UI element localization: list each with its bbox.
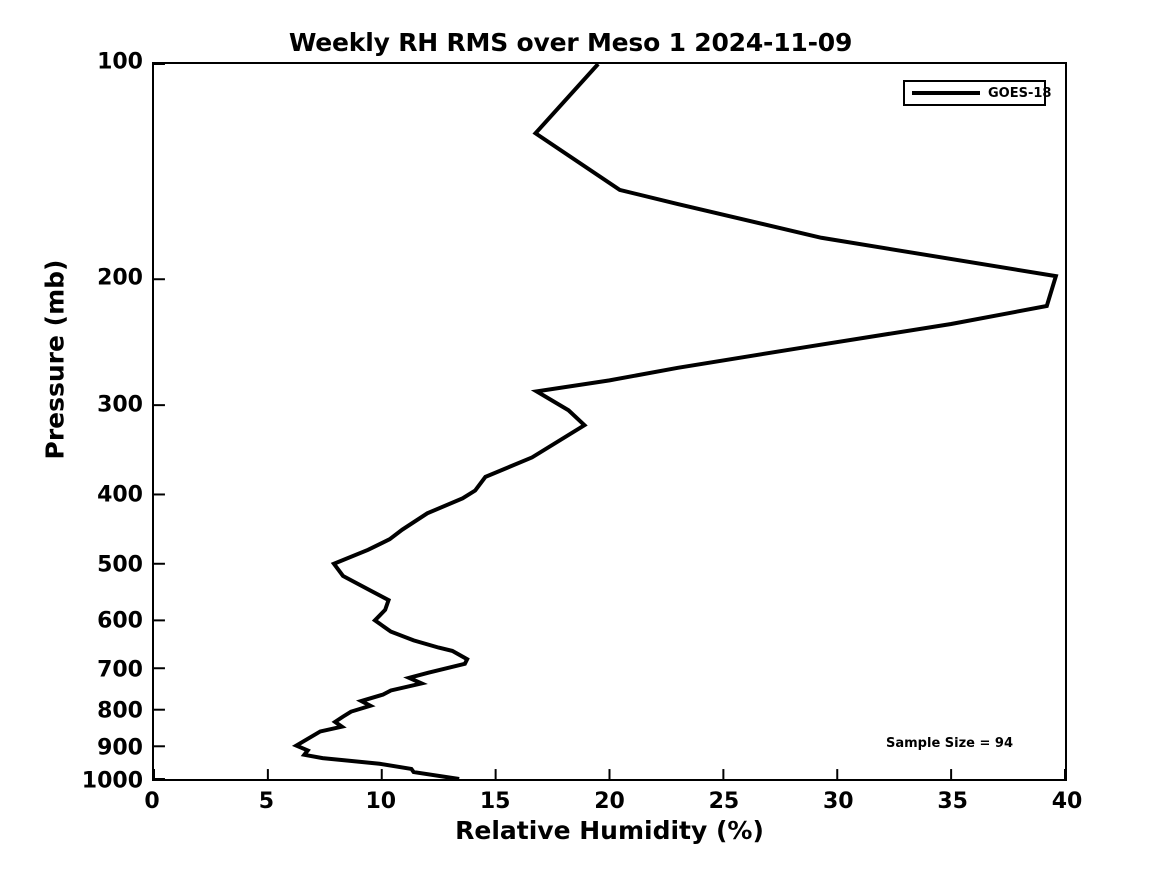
y-tick-label: 100 [97, 49, 143, 75]
y-tick-label: 500 [97, 552, 143, 578]
y-tick-label: 400 [97, 482, 143, 508]
y-tick-marks [154, 64, 165, 779]
legend-line-swatch [912, 91, 980, 95]
chart-title: Weekly RH RMS over Meso 1 2024-11-09 [288, 28, 853, 57]
y-tick-label: 900 [97, 735, 143, 761]
x-tick-label: 0 [144, 789, 160, 814]
y-axis-label: Pressure (mb) [40, 259, 70, 460]
x-tick-label: 10 [365, 789, 397, 814]
sample-size-annotation: Sample Size = 94 [886, 736, 1014, 751]
y-tick-label: 600 [97, 608, 143, 634]
y-tick-label: 1000 [81, 768, 143, 794]
y-tick-label: 800 [97, 698, 143, 724]
legend[interactable]: GOES-18 [903, 80, 1051, 106]
x-tick-label: 5 [258, 789, 275, 814]
plot-area [152, 62, 1067, 781]
x-tick-label: 40 [1051, 789, 1083, 814]
y-tick-label: 200 [97, 265, 143, 291]
x-tick-marks [154, 769, 1065, 779]
plot-canvas [154, 64, 1065, 779]
y-tick-label: 700 [97, 657, 143, 683]
series-line-0 [291, 64, 1059, 779]
x-tick-label: 15 [479, 789, 511, 814]
x-tick-label: 30 [822, 789, 854, 814]
data-series-group [291, 64, 1059, 779]
y-tick-label: 300 [97, 392, 143, 418]
x-tick-label: 20 [594, 789, 625, 814]
x-axis-label: Relative Humidity (%) [455, 816, 764, 845]
legend-label-goes-18: GOES-18 [988, 85, 1052, 101]
x-tick-label: 35 [937, 789, 968, 814]
x-tick-label: 25 [708, 789, 740, 814]
